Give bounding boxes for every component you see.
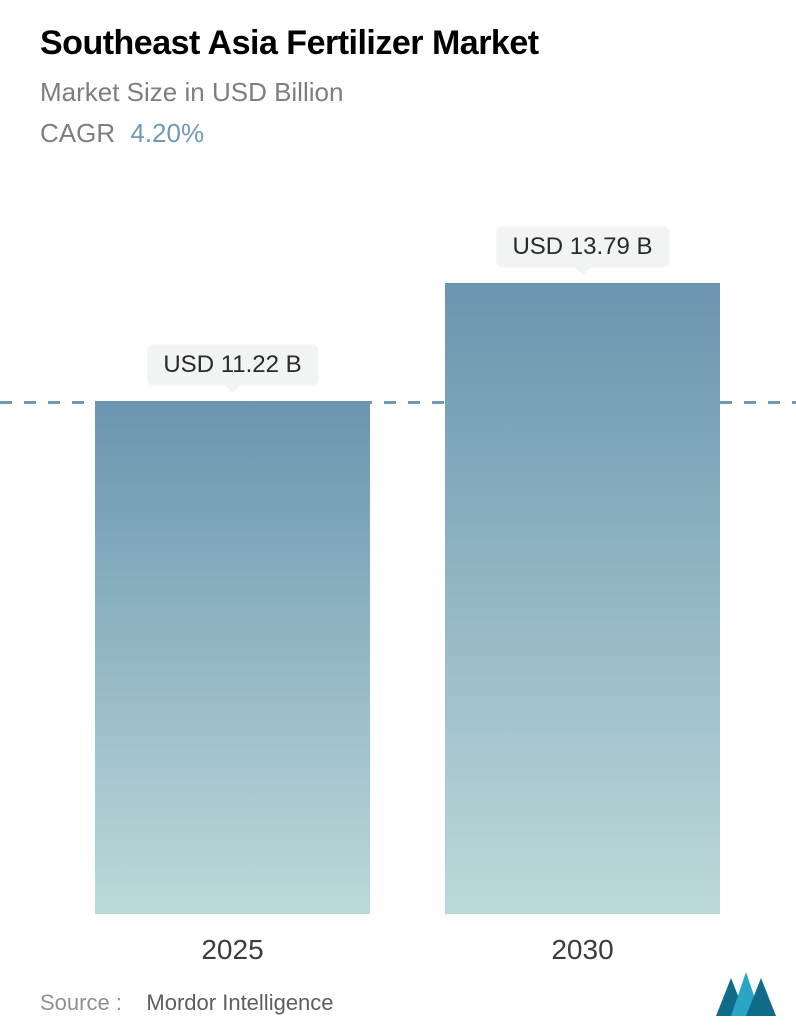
- bar-value-label-2030: USD 13.79 B: [496, 227, 668, 267]
- chart-area: USD 11.22 B USD 13.79 B: [0, 205, 796, 914]
- source-label: Source :: [40, 990, 122, 1015]
- chart-title: Southeast Asia Fertilizer Market: [40, 24, 796, 63]
- bar-value-label-2025: USD 11.22 B: [147, 345, 317, 385]
- mordor-logo-icon: [716, 972, 776, 1016]
- bars-layer: USD 11.22 B USD 13.79 B: [0, 205, 796, 914]
- chart-container: Southeast Asia Fertilizer Market Market …: [0, 0, 796, 1034]
- x-label-2025: 2025: [201, 934, 263, 966]
- x-label-2030: 2030: [551, 934, 613, 966]
- bar-2025: [95, 401, 370, 914]
- chart-subtitle: Market Size in USD Billion: [40, 77, 796, 108]
- footer: Source : Mordor Intelligence: [40, 972, 776, 1016]
- cagr-line: CAGR 4.20%: [40, 118, 796, 149]
- source-text: Source : Mordor Intelligence: [40, 990, 334, 1016]
- cagr-label: CAGR: [40, 118, 115, 148]
- source-value: Mordor Intelligence: [146, 990, 333, 1015]
- bar-2030: [445, 283, 720, 914]
- cagr-value: 4.20%: [130, 118, 204, 148]
